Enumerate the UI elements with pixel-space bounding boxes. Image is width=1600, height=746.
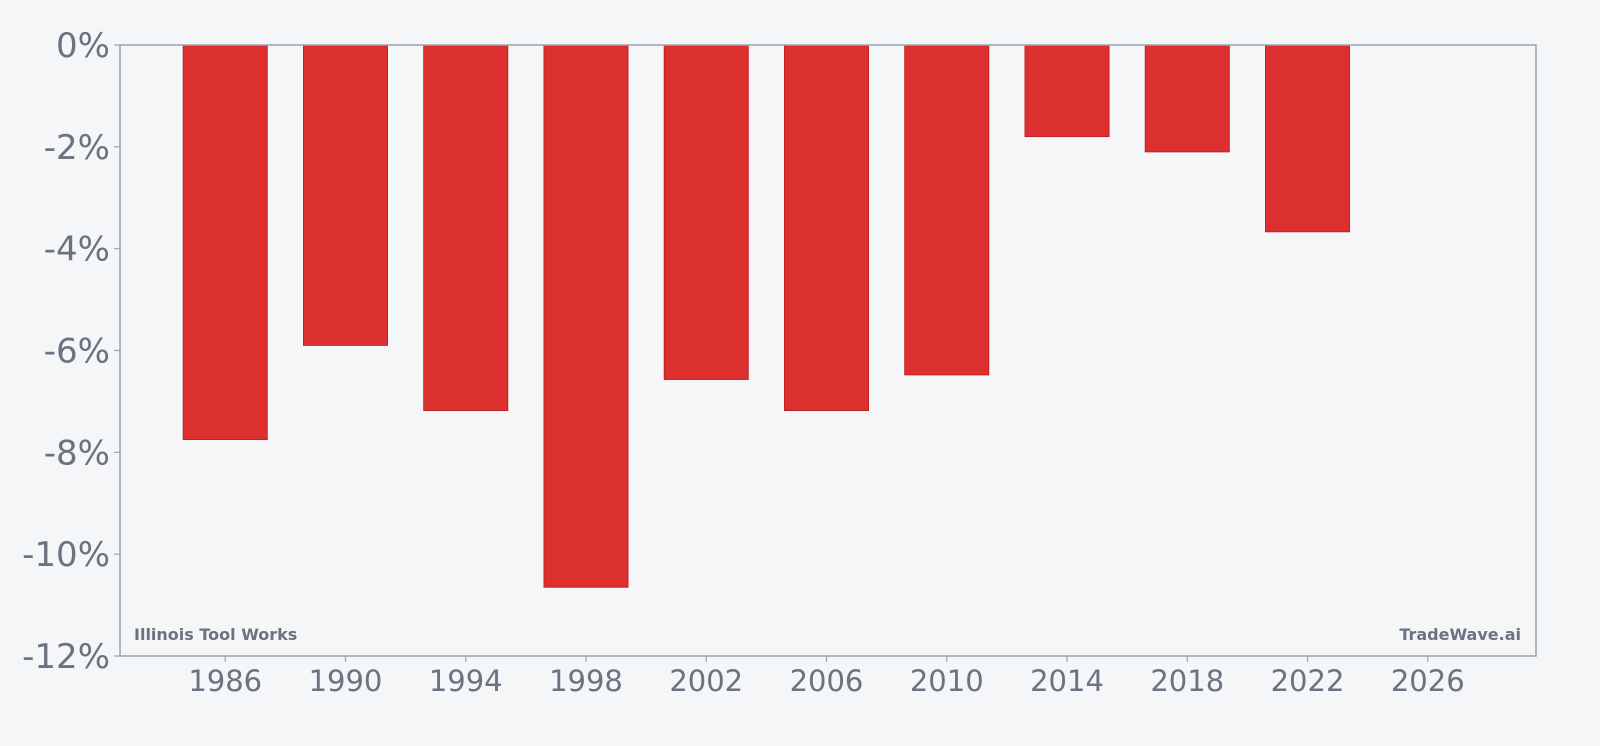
x-tick-label: 2010: [910, 664, 984, 698]
bar-2018: [1144, 44, 1230, 153]
y-axis: 0% -2% -4% -6% -8% -10% -12%: [22, 26, 120, 677]
bar-1994: [423, 44, 509, 411]
x-tick-label: 2014: [1030, 664, 1104, 698]
y-tick-label: -10%: [22, 535, 110, 575]
bar-2014: [1024, 44, 1110, 138]
bars-group: [182, 44, 1351, 588]
y-tick-label: -4%: [44, 230, 110, 270]
x-tick-label: 1986: [188, 664, 262, 698]
bar-1990: [302, 44, 388, 346]
y-tick-label: -8%: [44, 433, 110, 473]
bar-2006: [784, 44, 869, 411]
x-axis: 1986 1990 1994 1998 2002 2006 2010 2014 2018 2022…: [188, 656, 1465, 698]
bar-1986: [182, 44, 268, 441]
bar-2002: [663, 44, 749, 380]
x-tick-label: 1998: [549, 664, 623, 698]
bar-2022: [1265, 44, 1351, 233]
x-tick-label: 2022: [1271, 664, 1345, 698]
bar-1998: [543, 44, 629, 588]
y-tick-label: 0%: [56, 26, 110, 66]
x-tick-label: 1994: [429, 664, 503, 698]
x-tick-label: 2026: [1391, 664, 1465, 698]
y-tick-label: -2%: [44, 128, 110, 168]
x-tick-label: 2018: [1150, 664, 1224, 698]
x-tick-label: 2006: [790, 664, 864, 698]
y-tick-label: -6%: [44, 332, 110, 372]
brand-watermark: TradeWave.ai: [1399, 625, 1521, 644]
company-watermark: Illinois Tool Works: [134, 625, 297, 644]
y-tick-label: -12%: [22, 637, 110, 677]
bar-2010: [904, 44, 990, 376]
x-tick-label: 1990: [309, 664, 383, 698]
x-tick-label: 2002: [669, 664, 743, 698]
